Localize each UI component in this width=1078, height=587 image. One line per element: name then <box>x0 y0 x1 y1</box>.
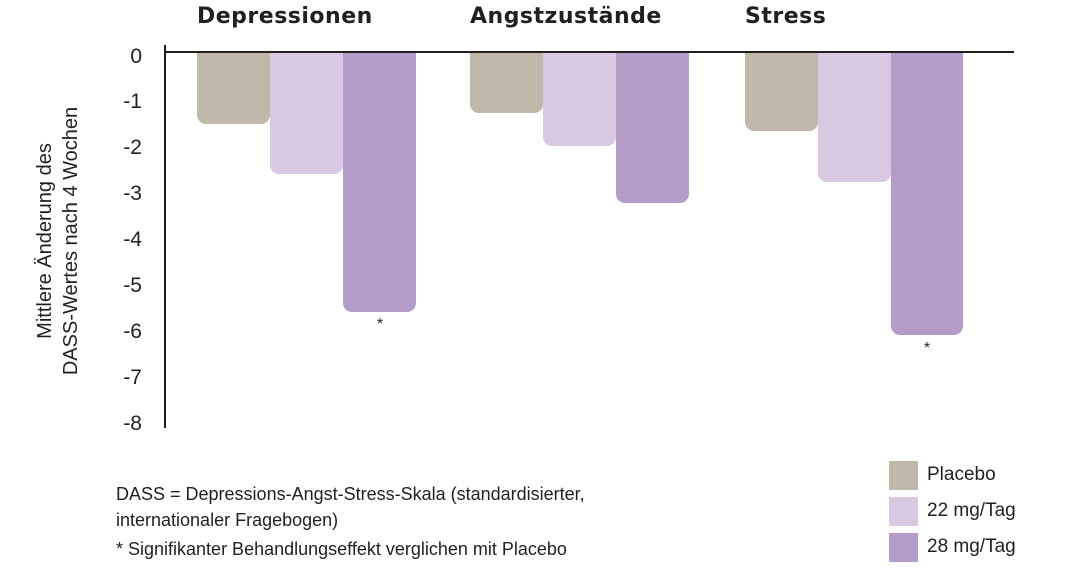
bar-depressionen-28mg <box>343 53 416 312</box>
y-tick-0: 0 <box>130 45 142 68</box>
y-axis-label-line1: Mittlere Änderung des <box>34 143 56 339</box>
footnote-dass-definition-cont: internationaler Fragebogen) <box>116 510 339 530</box>
legend-item-28mg: 28 mg/Tag <box>889 532 1016 562</box>
bar-depressionen-placebo <box>197 53 270 124</box>
bar-stress-22mg <box>818 53 891 182</box>
legend-swatch-22mg <box>889 496 918 526</box>
legend-item-22mg: 22 mg/Tag <box>889 496 1016 526</box>
y-tick-minus6: -6 <box>123 320 142 343</box>
bar-angstzustaende-28mg <box>616 53 689 203</box>
y-tick-minus7: -7 <box>123 366 142 389</box>
legend-label-placebo: Placebo <box>927 464 996 485</box>
x-axis-zero-line <box>165 51 1014 53</box>
y-tick-minus1: -1 <box>123 90 142 113</box>
y-tick-minus2: -2 <box>123 136 142 159</box>
bar-stress-placebo <box>745 53 818 131</box>
legend-label-22mg: 22 mg/Tag <box>927 500 1016 521</box>
bar-stress-28mg <box>891 53 963 335</box>
y-tick-minus4: -4 <box>123 228 142 251</box>
y-tick-minus3: -3 <box>123 182 142 205</box>
y-axis-line <box>164 45 166 428</box>
legend-label-28mg: 28 mg/Tag <box>927 536 1016 557</box>
footnote-significance: * Signifikanter Behandlungseffekt vergli… <box>116 539 567 559</box>
significance-marker-depressionen: * <box>376 316 384 333</box>
footnote-dass-definition: DASS = Depressions-Angst-Stress-Skala (s… <box>116 484 585 504</box>
significance-marker-stress: * <box>923 340 931 357</box>
bar-depressionen-22mg <box>270 53 343 174</box>
category-title-angstzustaende: Angstzustände <box>470 4 662 29</box>
y-tick-minus5: -5 <box>123 274 142 297</box>
category-title-stress: Stress <box>745 4 827 29</box>
y-axis-label-line2: DASS-Wertes nach 4 Wochen <box>60 106 82 376</box>
legend-item-placebo: Placebo <box>889 460 996 490</box>
legend-swatch-28mg <box>889 532 918 562</box>
y-axis-label: Mittlere Änderung des DASS-Wertes nach 4… <box>32 76 84 406</box>
bar-angstzustaende-22mg <box>543 53 616 146</box>
y-tick-minus8: -8 <box>123 412 142 435</box>
legend-swatch-placebo <box>889 460 918 490</box>
bar-angstzustaende-placebo <box>470 53 543 113</box>
category-title-depressionen: Depressionen <box>197 4 373 29</box>
